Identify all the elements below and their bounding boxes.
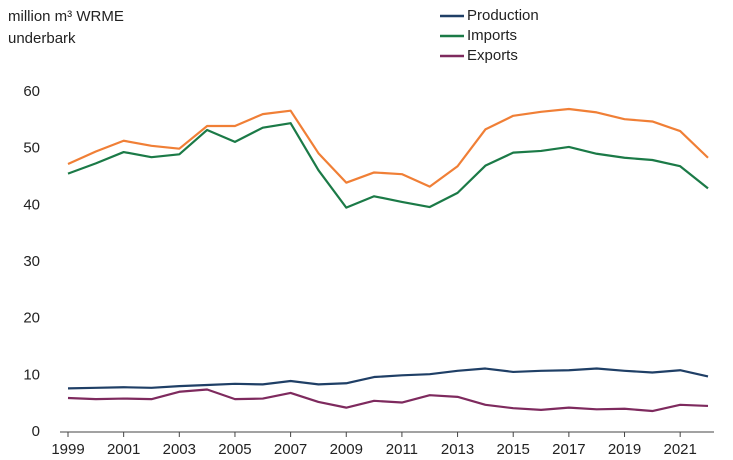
y-tick-label: 0: [32, 423, 40, 440]
y-tick-label: 20: [23, 310, 40, 327]
x-tick-label: 2021: [663, 441, 696, 458]
series-line: [67, 388, 709, 413]
series-line: [67, 107, 709, 188]
series-line: [67, 367, 709, 390]
y-axis-label: million m³ WRME: [8, 8, 124, 25]
legend-label: Imports: [467, 27, 517, 44]
x-tick-label: 2013: [441, 441, 474, 458]
legend-label: Production: [467, 7, 539, 24]
x-tick-label: 2003: [163, 441, 196, 458]
x-tick-label: 2005: [218, 441, 251, 458]
y-tick-label: 30: [23, 253, 40, 270]
y-tick-label: 10: [23, 366, 40, 383]
y-tick-label: 50: [23, 140, 40, 157]
legend-label: Exports: [467, 47, 518, 64]
x-tick-label: 2017: [552, 441, 585, 458]
y-axis-label: underbark: [8, 30, 76, 47]
x-tick-label: 2019: [608, 441, 641, 458]
x-tick-label: 2007: [274, 441, 307, 458]
x-tick-label: 2011: [386, 441, 418, 458]
y-tick-label: 60: [23, 83, 40, 100]
x-tick-label: 2015: [497, 441, 530, 458]
x-tick-label: 2001: [107, 441, 140, 458]
series-line: [67, 122, 709, 209]
x-tick-label: 2009: [330, 441, 363, 458]
x-tick-label: 1999: [51, 441, 84, 458]
y-tick-label: 40: [23, 196, 40, 213]
